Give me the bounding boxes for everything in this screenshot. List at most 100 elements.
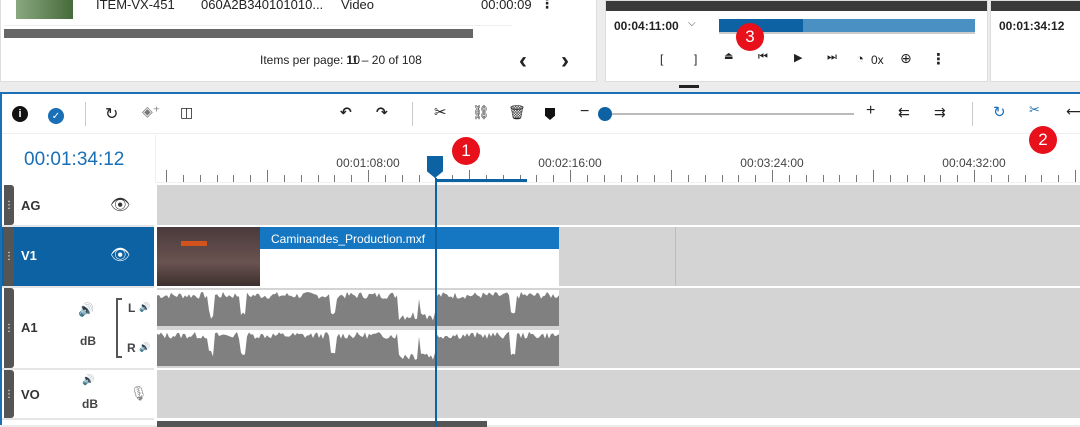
marker-icon[interactable] [545,108,555,120]
ruler-tick [923,175,925,182]
track-header-v1[interactable]: ⋮ V1 👁 [2,227,154,288]
player-panel: 00:04:11:00 ⌵ [ ] ⏏ ⏮ ▶ ⏭ ◔ 0x ⊕ ⋮ [605,0,988,82]
undo-icon[interactable]: ↶ [340,104,352,120]
video-clip[interactable]: Caminandes_Production.mxf [260,227,559,286]
chevron-down-icon[interactable]: ⌵ [688,18,696,29]
volume-icon[interactable]: 🔊 [78,302,95,317]
items-per-page[interactable]: Items per page: 10 [260,53,361,67]
playhead-handle[interactable] [427,156,443,178]
add-layer-icon[interactable]: ◈⁺ [142,103,161,119]
panel-resize-handle[interactable] [679,85,699,88]
ruler-tick [351,175,353,182]
ruler-tick [687,175,689,182]
zoom-in-button[interactable]: + [866,102,876,119]
redo-icon[interactable]: ↷ [376,104,388,120]
secondary-timecode: 00:01:34:12 [999,19,1065,33]
speed-icon[interactable]: ◔ [856,51,864,66]
ruler-tick [334,175,336,182]
track-header-a1[interactable]: ⋮ A1 🔊 dB L 🔊 R 🔊 [2,288,154,370]
delete-icon[interactable]: 🗑 [508,104,526,120]
skip-forward-icon[interactable]: ⏭ [827,51,837,63]
play-icon[interactable]: ▶ [794,52,803,64]
prev-page-button[interactable]: ‹ [519,47,527,74]
track-header-ag[interactable]: ⋮ AG 👁 [2,185,154,227]
ruler-tick [317,175,319,182]
zoom-out-button[interactable]: − [580,103,590,120]
split-view-icon[interactable]: ◫ [180,104,194,120]
track-lane-ag[interactable] [157,185,1080,225]
ruler-tick [216,175,218,182]
drag-handle[interactable]: ⋮ [4,288,14,368]
left-volume-icon[interactable]: 🔊 [139,302,151,312]
track-lane-vo[interactable] [157,370,1080,418]
ruler-label: 00:02:16:00 [538,156,602,170]
audio-waveform[interactable] [157,290,559,368]
ruler-label: 00:01:08:00 [336,156,400,170]
scissors-icon[interactable]: ✂ [434,104,447,121]
ruler-tick [990,175,992,182]
player-timecode[interactable]: 00:04:11:00 [614,19,679,33]
db-label[interactable]: dB [82,397,98,411]
refresh-icon[interactable]: ↻ [105,106,119,123]
ruler-tick [166,170,167,182]
unlink-icon[interactable]: ⛓ [472,104,490,120]
ruler-tick [906,175,908,182]
speed-value: 0x [871,53,884,67]
ruler-tick [233,175,235,182]
mark-out-button[interactable]: ] [694,52,698,66]
cut-clip-icon[interactable]: ✂ [1029,102,1040,117]
scrub-track [719,32,975,34]
ruler-tick [974,170,975,182]
ruler-tick [1058,175,1060,182]
thumbnail-logo [181,241,207,246]
zoom-slider-knob[interactable] [598,107,613,121]
timeline-scrollbar[interactable] [157,421,487,427]
asset-duration: 00:00:09 [481,0,532,12]
timeline-ruler[interactable]: 00:01:08:00 00:02:16:00 00:03:24:00 00:04:3… [155,135,1080,183]
info-icon[interactable]: i [12,106,28,122]
clear-marks-icon[interactable]: ⏏ [724,51,734,62]
horizontal-scrollbar[interactable] [4,29,473,38]
divider [85,102,86,126]
callout-badge-1: 1 [452,137,480,165]
mark-in-button[interactable]: [ [660,52,664,66]
db-label[interactable]: dB [80,334,96,348]
more-icon[interactable]: ⋮ [540,0,554,11]
drag-handle[interactable]: ⋮ [4,370,14,418]
zoom-in-icon[interactable]: ⊕ [900,50,912,66]
ruler-tick [620,175,622,182]
zoom-slider[interactable] [598,107,854,121]
check-icon[interactable]: ✓ [48,108,64,124]
snap-icon[interactable]: ↻ [993,104,1006,121]
track-lane-a1[interactable] [157,288,1080,368]
move-left-icon[interactable]: ⇇ [898,104,910,120]
ruler-tick [536,175,538,182]
next-page-button[interactable]: › [561,47,569,74]
left-channel-label: L [128,301,136,315]
asset-thumbnail[interactable] [16,0,73,19]
drag-handle[interactable]: ⋮ [4,185,14,225]
ruler-tick [654,175,656,182]
track-header-vo[interactable]: ⋮ VO 🔊 dB 🎙 [2,370,154,420]
mic-muted-icon[interactable]: 🎙 [130,385,148,401]
ruler-tick [267,170,268,182]
lane-divider [675,227,676,286]
right-volume-icon[interactable]: 🔊 [139,342,151,352]
asset-id[interactable]: ITEM-VX-451 [96,0,175,12]
skip-back-icon[interactable]: ⏮ [758,51,768,63]
in-out-range [435,179,527,182]
ruler-tick [957,175,959,182]
eye-icon[interactable]: 👁 [110,197,131,214]
ripple-icon[interactable]: ⟷ [1066,103,1080,119]
volume-icon[interactable]: 🔊 [82,375,95,386]
eye-icon[interactable]: 👁 [110,247,131,264]
move-right-icon[interactable]: ⇉ [934,104,946,120]
current-timecode[interactable]: 00:01:34:12 [24,149,125,170]
asset-type: Video [341,0,375,12]
ruler-tick [401,175,403,182]
drag-handle[interactable]: ⋮ [4,227,14,286]
track-lane-v1[interactable]: Caminandes_Production.mxf [157,227,1080,286]
waveform-right-channel [157,331,559,366]
ruler-tick [1075,170,1076,182]
more-icon[interactable]: ⋮ [931,51,946,68]
